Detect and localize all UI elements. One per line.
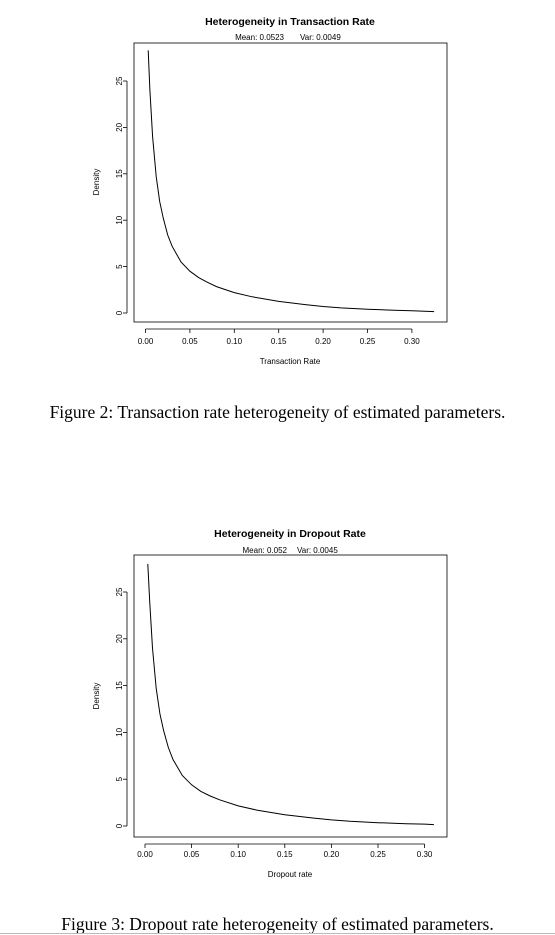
tick-group: 0.00 0.05 0.10 0.15 0.20 0.25 0.30 0 5 10 15 20 25 <box>115 76 420 346</box>
density-curve <box>147 563 434 826</box>
mean-label: Mean: 0.052 <box>243 546 288 555</box>
plot-frame <box>133 554 448 838</box>
y-tick-label: 5 <box>115 776 124 781</box>
density-curve <box>147 50 435 313</box>
y-axis-title: Density <box>92 683 101 710</box>
tick-group: 0.00 0.05 0.10 0.15 0.20 0.25 0.30 0 5 10 15 20 25 <box>115 587 433 859</box>
x-tick-label: 0.20 <box>324 850 340 859</box>
x-tick-label: 0.00 <box>137 850 153 859</box>
y-tick-label: 20 <box>115 122 124 131</box>
var-label: Var: 0.0049 <box>300 33 341 42</box>
x-tick-label: 0.30 <box>404 337 420 346</box>
x-tick-label: 0.05 <box>182 337 198 346</box>
x-axis-title: Transaction Rate <box>260 357 321 366</box>
x-tick-label: 0.10 <box>230 850 246 859</box>
y-tick-label: 10 <box>115 727 124 736</box>
y-tick-label: 0 <box>115 823 124 828</box>
y-axis-title: Density <box>92 169 101 196</box>
plot-frame <box>133 42 448 323</box>
figure-2-caption: Figure 2: Transaction rate heterogeneity… <box>49 402 506 422</box>
y-tick-label: 15 <box>115 681 124 690</box>
transaction-rate-chart: 0.00 0.05 0.10 0.15 0.20 0.25 0.30 0 5 10 15 20 25 H… <box>92 16 448 366</box>
y-tick-label: 25 <box>115 587 124 596</box>
mean-label: Mean: 0.0523 <box>235 33 284 42</box>
x-tick-label: 0.30 <box>417 850 433 859</box>
y-tick-label: 25 <box>115 76 124 85</box>
y-tick-label: 5 <box>115 264 124 269</box>
bottom-rule <box>0 933 555 934</box>
x-tick-label: 0.15 <box>277 850 293 859</box>
x-tick-label: 0.05 <box>184 850 200 859</box>
y-tick-label: 0 <box>115 310 124 315</box>
y-tick-label: 20 <box>115 634 124 643</box>
x-axis-title: Dropout rate <box>268 870 313 879</box>
x-tick-label: 0.20 <box>315 337 331 346</box>
dropout-rate-chart: 0.00 0.05 0.10 0.15 0.20 0.25 0.30 0 5 10 15 20 25 H… <box>92 528 448 879</box>
chart-title: Heterogeneity in Transaction Rate <box>205 16 375 28</box>
var-label: Var: 0.0045 <box>297 546 338 555</box>
chart-title: Heterogeneity in Dropout Rate <box>214 528 366 540</box>
x-tick-label: 0.10 <box>227 337 243 346</box>
x-tick-label: 0.00 <box>138 337 154 346</box>
x-tick-label: 0.25 <box>360 337 376 346</box>
y-tick-label: 15 <box>115 169 124 178</box>
y-tick-label: 10 <box>115 215 124 224</box>
x-tick-label: 0.15 <box>271 337 287 346</box>
x-tick-label: 0.25 <box>370 850 386 859</box>
figure-3-caption: Figure 3: Dropout rate heterogeneity of … <box>61 914 494 934</box>
